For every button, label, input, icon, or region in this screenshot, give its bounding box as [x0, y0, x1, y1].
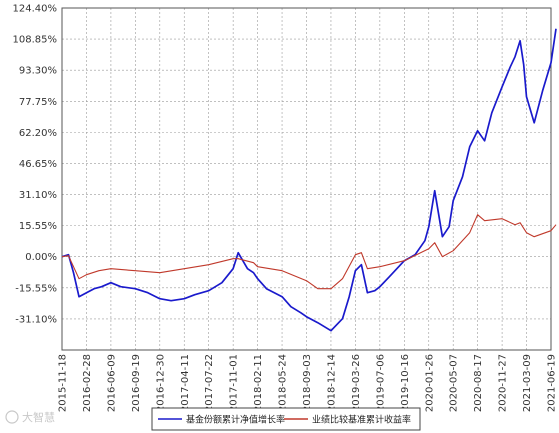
x-tick-label: 2019-07-06 — [375, 354, 386, 412]
legend-label-fund: 基金份额累计净值增长率 — [186, 414, 285, 426]
x-tick-label: 2019-03-26 — [351, 354, 362, 412]
x-tick-label: 2018-12-14 — [326, 354, 337, 412]
x-tick-label: 2016-02-28 — [82, 354, 93, 412]
y-tick-label: 124.40% — [13, 4, 58, 15]
series-line-benchmark — [61, 214, 557, 290]
series-line-fund — [61, 28, 557, 332]
x-tick-label: 2021-03-09 — [522, 354, 533, 412]
y-tick-label: 46.65% — [19, 159, 57, 170]
series-layer — [61, 28, 557, 332]
y-tick-label: -15.55% — [15, 283, 57, 294]
y-axis-labels: 124.40% 108.85% 93.30% 77.75% 62.20% 46.65% 31… — [13, 4, 58, 326]
legend-label-benchmark: 业绩比较基准累计收益率 — [312, 414, 411, 426]
x-axis-labels: 2015-11-18 2016-02-28 2016-06-09 2016-09-19… — [58, 354, 558, 412]
grid-lines — [61, 7, 552, 350]
x-tick-label: 2020-08-17 — [473, 354, 484, 412]
watermark-text: 大智慧 — [22, 410, 55, 424]
x-tick-label: 2020-11-27 — [498, 354, 509, 412]
x-tick-label: 2020-05-07 — [449, 354, 460, 412]
y-tick-label: 93.30% — [19, 66, 57, 77]
x-tick-label: 2017-04-11 — [180, 354, 191, 412]
y-tick-label: 108.85% — [13, 35, 58, 46]
x-tick-label: 2017-07-22 — [204, 354, 215, 412]
x-tick-label: 2015-11-18 — [58, 354, 69, 412]
x-tick-label: 2021-06-19 — [547, 354, 558, 412]
x-tick-label: 2018-09-03 — [302, 354, 313, 412]
x-tick-label: 2018-05-24 — [278, 354, 289, 412]
watermark-logo-icon — [5, 410, 19, 424]
legend: 基金份额累计净值增长率 业绩比较基准累计收益率 — [151, 407, 421, 431]
y-tick-label: 77.75% — [19, 97, 57, 108]
y-tick-label: 62.20% — [19, 128, 57, 139]
watermark: 大智慧 — [5, 410, 55, 424]
y-tick-label: 0.00% — [25, 252, 57, 263]
x-tick-label: 2020-01-26 — [424, 354, 435, 412]
y-tick-label: 15.55% — [19, 221, 57, 232]
y-tick-label: 31.10% — [19, 190, 57, 201]
x-tick-label: 2016-09-19 — [131, 354, 142, 412]
x-tick-label: 2019-10-16 — [400, 354, 411, 412]
plot-border — [61, 7, 552, 351]
x-tick-label: 2018-02-11 — [253, 354, 264, 412]
x-tick-label: 2016-06-09 — [106, 354, 117, 412]
y-tick-label: -31.10% — [15, 314, 57, 325]
x-tick-label: 2017-11-01 — [229, 354, 240, 412]
x-tick-label: 2016-12-30 — [155, 354, 166, 412]
